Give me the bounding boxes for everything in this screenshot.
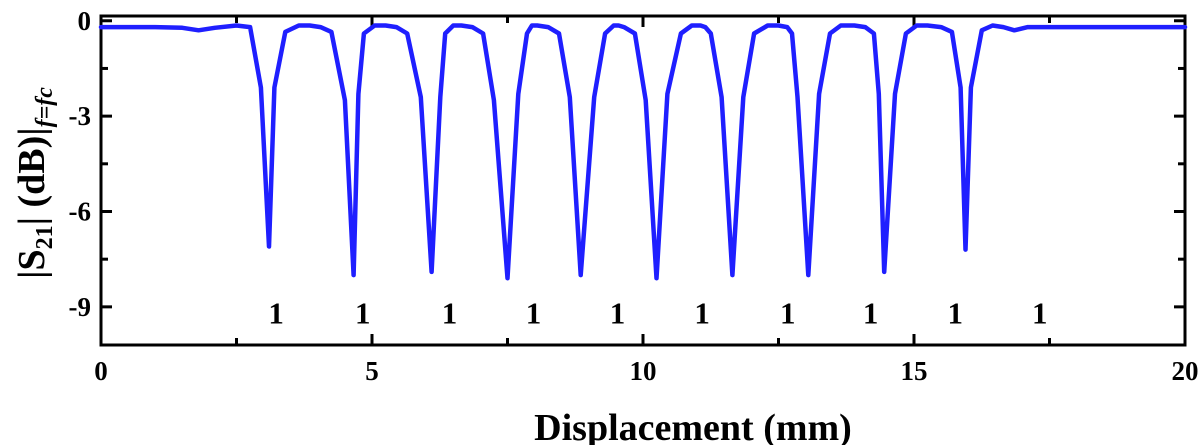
dip-label: 1	[1032, 296, 1048, 331]
dip-label: 1	[694, 296, 710, 331]
series-layer	[98, 23, 1188, 281]
series-line	[98, 23, 1188, 281]
dip-label: 1	[268, 296, 284, 331]
dip-label: 1	[355, 296, 371, 331]
x-tick-label: 5	[365, 356, 379, 386]
y-tick-label: -3	[69, 101, 92, 131]
x-tick-label: 15	[901, 356, 928, 386]
y-axis-ticks: 0 -3 -6 -9	[69, 6, 1185, 322]
y-axis-label-cond: f=fc	[32, 87, 58, 128]
dip-label: 1	[947, 296, 963, 331]
x-tick-label: 0	[94, 356, 108, 386]
y-tick-label: -9	[69, 292, 92, 322]
x-axis-ticks: 0 5 10 15 20	[94, 16, 1199, 386]
dip-label: 1	[610, 296, 626, 331]
y-axis-label-sub: 21	[32, 225, 58, 249]
y-tick-label: 0	[78, 6, 92, 36]
dip-label: 1	[780, 296, 796, 331]
x-tick-label: 10	[630, 356, 657, 386]
y-axis-label-main: |S	[11, 249, 53, 279]
y-tick-label: -6	[69, 196, 92, 226]
y-axis-label: |S21| (dB)|f=fc	[11, 87, 58, 279]
svg-text:|S21| (dB)|f=fc: |S21| (dB)|f=fc	[11, 87, 58, 279]
dip-label: 1	[863, 296, 879, 331]
dip-label: 1	[526, 296, 542, 331]
dip-label: 1	[442, 296, 458, 331]
y-axis-label-rest: | (dB)|	[11, 127, 53, 225]
dip-annotations: 1 1 1 1 1 1 1 1 1 1	[268, 296, 1047, 331]
x-axis-label: Displacement (mm)	[534, 407, 852, 445]
x-tick-label: 20	[1172, 356, 1199, 386]
